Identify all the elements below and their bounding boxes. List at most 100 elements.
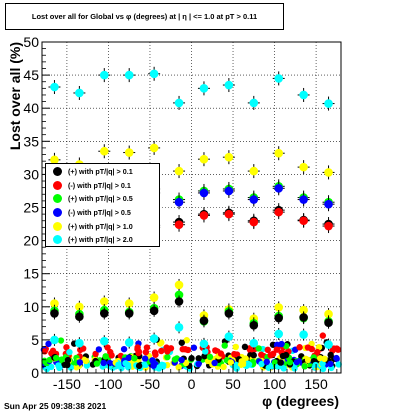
data-point	[249, 217, 259, 227]
noise-point	[211, 359, 218, 367]
noise-point	[241, 343, 249, 351]
data-point	[249, 338, 259, 348]
noise-point	[293, 358, 301, 366]
legend-item: (+) with pT/|q| > 2.0	[46, 233, 159, 247]
noise-point	[93, 360, 101, 367]
noise-point	[255, 345, 262, 352]
noise-point	[76, 346, 84, 354]
legend: (+) with pT/|q| > 0.1 (-) with pT/|q| > 0…	[45, 163, 160, 247]
y-tick-label: 5	[31, 332, 39, 348]
noise-point	[183, 337, 190, 344]
noise-point	[178, 356, 185, 364]
axis-ticks	[42, 41, 338, 374]
noise-point	[304, 356, 312, 364]
noise-point	[277, 359, 284, 366]
noise-point	[175, 364, 182, 371]
noise-point	[143, 344, 151, 351]
data-point	[174, 220, 184, 230]
noise-point	[258, 351, 265, 358]
legend-label: (+) with pT/|q| > 1.0	[68, 221, 133, 231]
y-tick-label: 25	[23, 200, 39, 216]
noise-points	[40, 332, 342, 373]
data-point	[99, 70, 109, 80]
data-point	[174, 290, 184, 300]
legend-label: (+) with pT/|q| > 2.0	[68, 235, 133, 245]
data-point	[324, 168, 333, 177]
x-tick-label: 150	[304, 376, 328, 392]
noise-point	[250, 352, 257, 359]
noise-point	[135, 362, 143, 370]
noise-point	[66, 348, 73, 356]
data-point	[249, 98, 259, 108]
legend-label: (-) with pT/|q| > 0.1	[68, 180, 131, 190]
noise-point	[321, 355, 328, 363]
x-tick-label: -50	[140, 376, 160, 392]
noise-point	[63, 344, 70, 351]
data-point	[50, 309, 59, 318]
data-point	[149, 306, 159, 316]
data-point	[199, 211, 209, 220]
noise-point	[231, 350, 238, 358]
x-tick-label: -150	[53, 376, 81, 392]
data-point	[149, 334, 159, 343]
data-point	[174, 297, 184, 306]
legend-marker	[53, 208, 62, 218]
noise-point	[315, 343, 323, 351]
data-point	[224, 152, 234, 162]
noise-point	[160, 361, 167, 369]
noise-point	[273, 346, 281, 353]
noise-point	[221, 342, 228, 349]
data-point	[299, 195, 308, 204]
data-point	[299, 330, 308, 339]
data-point	[174, 323, 184, 332]
data-point	[99, 146, 109, 156]
y-tick-label: 35	[23, 133, 39, 149]
data-point	[149, 293, 159, 302]
y-axis-label: Lost over all (%)	[7, 42, 23, 150]
data-point	[75, 312, 84, 322]
y-tick-label: 0	[31, 365, 39, 381]
noise-point	[131, 355, 138, 362]
noise-point	[92, 350, 99, 358]
data-point	[99, 297, 109, 306]
data-point	[299, 216, 308, 226]
noise-point	[195, 360, 202, 368]
noise-point	[319, 332, 327, 339]
noise-point	[319, 365, 327, 373]
noise-point	[45, 340, 52, 348]
noise-point	[182, 346, 189, 353]
y-tick-label: 45	[23, 67, 39, 83]
noise-point	[280, 365, 287, 372]
data-point	[224, 186, 234, 196]
x-tick-label: 50	[225, 376, 241, 392]
noise-point	[314, 348, 321, 356]
legend-item: (-) with pT/|q| > 0.1	[46, 179, 159, 193]
data-point	[324, 309, 333, 319]
timestamp: Sun Apr 25 09:38:38 2021	[4, 401, 107, 411]
data-point	[50, 299, 59, 308]
data-point	[249, 321, 259, 330]
data-point	[249, 195, 259, 204]
noise-point	[95, 346, 103, 353]
data-point	[224, 209, 234, 219]
noise-point	[233, 365, 240, 372]
noise-point	[202, 348, 209, 355]
legend-marker	[53, 235, 62, 245]
data-point	[249, 166, 259, 176]
data-point	[174, 98, 184, 108]
noise-point	[308, 345, 316, 353]
data-point	[199, 154, 209, 164]
data-point	[324, 99, 333, 108]
legend-item: (+) with pT/|q| > 1.0	[46, 219, 159, 233]
noise-point	[122, 360, 129, 367]
data-point	[224, 80, 234, 90]
noise-point	[245, 361, 253, 368]
noise-point	[327, 360, 334, 368]
data-point	[199, 84, 209, 93]
data-point	[174, 280, 184, 290]
noise-point	[296, 344, 303, 351]
data-point	[299, 90, 308, 100]
legend-label: (+) with pT/|q| > 0.1	[68, 167, 133, 177]
noise-point	[55, 362, 62, 369]
data-point	[199, 316, 209, 326]
